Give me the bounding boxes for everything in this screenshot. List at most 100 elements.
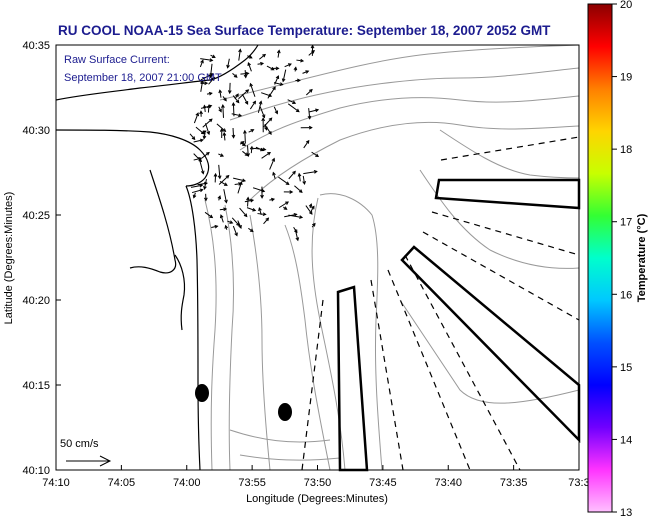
current-vector bbox=[223, 132, 226, 141]
current-vector-head bbox=[243, 129, 247, 134]
current-vector-head bbox=[295, 108, 300, 113]
current-vector-head bbox=[200, 170, 205, 175]
current-vector bbox=[249, 101, 256, 110]
current-vector-head bbox=[289, 190, 294, 194]
current-vector-head bbox=[200, 59, 204, 64]
current-vector bbox=[266, 65, 274, 71]
current-vector-head bbox=[305, 70, 310, 74]
current-vector-head bbox=[242, 142, 247, 146]
current-vector bbox=[252, 147, 266, 151]
current-vector bbox=[220, 215, 224, 223]
current-vector-head bbox=[211, 54, 216, 58]
y-tick-label: 40:30 bbox=[22, 125, 50, 137]
current-vector bbox=[305, 89, 313, 96]
current-vector bbox=[211, 225, 218, 228]
current-vector bbox=[200, 73, 213, 81]
current-vector bbox=[267, 86, 276, 99]
colorbar-tick-label: 18 bbox=[620, 144, 632, 156]
current-vector-head bbox=[227, 90, 232, 95]
current-vector bbox=[257, 213, 266, 215]
current-vector-head bbox=[248, 55, 253, 59]
current-vector-head bbox=[285, 201, 290, 205]
current-vector bbox=[263, 217, 269, 225]
current-vector-head bbox=[238, 224, 242, 229]
y-tick-label: 40:20 bbox=[22, 295, 50, 307]
current-vector bbox=[305, 205, 313, 215]
current-vector-head bbox=[240, 141, 245, 145]
x-tick-label: 73:40 bbox=[434, 477, 462, 489]
current-vector-head bbox=[243, 213, 248, 218]
current-vector-head bbox=[275, 66, 280, 71]
current-vector bbox=[302, 175, 306, 185]
current-vector-head bbox=[252, 207, 257, 212]
current-vector bbox=[238, 89, 249, 100]
current-vector-head bbox=[199, 138, 204, 143]
current-vector-head bbox=[211, 76, 216, 81]
current-vector bbox=[244, 130, 246, 144]
current-vector-head bbox=[313, 169, 318, 174]
current-vector-head bbox=[234, 232, 238, 237]
current-vector-head bbox=[270, 66, 275, 71]
current-vector bbox=[287, 99, 296, 104]
current-vector-head bbox=[315, 153, 320, 158]
scale-arrow bbox=[66, 455, 112, 467]
current-vector-head bbox=[233, 74, 238, 78]
current-vector bbox=[232, 127, 235, 138]
current-vector-head bbox=[300, 58, 305, 63]
current-vector-head bbox=[274, 110, 279, 115]
x-tick-label: 73:50 bbox=[304, 477, 332, 489]
current-vector bbox=[231, 217, 240, 226]
colorbar bbox=[587, 3, 613, 513]
current-vector bbox=[190, 184, 203, 188]
current-vector-head bbox=[241, 178, 247, 183]
current-vector bbox=[244, 199, 254, 203]
current-vector bbox=[241, 94, 249, 105]
current-vector-head bbox=[311, 205, 315, 210]
y-tick-label: 40:25 bbox=[22, 210, 50, 222]
current-vector bbox=[238, 49, 241, 61]
current-vector-head bbox=[262, 53, 267, 58]
current-vector-head bbox=[238, 48, 242, 53]
current-vector bbox=[247, 145, 249, 157]
current-vector-head bbox=[262, 212, 267, 217]
subtitle-line-2: September 18, 2007 21:00 GMT bbox=[64, 72, 222, 84]
colorbar-tick-label: 20 bbox=[620, 0, 632, 11]
scale-label: 50 cm/s bbox=[60, 438, 99, 450]
current-vector bbox=[232, 225, 238, 236]
current-vector bbox=[201, 152, 210, 159]
current-vector-head bbox=[308, 88, 313, 93]
current-vector-head bbox=[191, 136, 196, 141]
current-vector bbox=[191, 189, 203, 194]
current-vector-head bbox=[268, 117, 273, 122]
current-vector-head bbox=[260, 194, 264, 199]
current-vector-head bbox=[308, 203, 313, 208]
current-vector bbox=[222, 105, 224, 118]
current-vector bbox=[208, 77, 215, 85]
current-vector-head bbox=[249, 228, 254, 233]
current-vector-head bbox=[209, 73, 214, 77]
current-vector bbox=[203, 178, 207, 190]
current-vector-head bbox=[312, 222, 316, 227]
current-vector bbox=[218, 175, 230, 185]
current-vector bbox=[278, 201, 289, 209]
current-vector-head bbox=[219, 127, 224, 132]
station-marker-2 bbox=[278, 403, 292, 421]
current-vector bbox=[219, 180, 228, 186]
current-vector bbox=[282, 69, 287, 82]
figure-title: RU COOL NOAA-15 Sea Surface Temperature:… bbox=[58, 23, 551, 38]
current-vector bbox=[204, 211, 213, 218]
current-vector bbox=[239, 207, 248, 217]
current-vector bbox=[287, 103, 300, 113]
current-vector-head bbox=[268, 131, 272, 136]
current-vector bbox=[237, 220, 242, 229]
current-vector-head bbox=[261, 114, 266, 119]
current-vector-head bbox=[206, 104, 211, 109]
current-vector-head bbox=[275, 75, 280, 80]
current-vector-head bbox=[235, 99, 240, 104]
current-vector bbox=[240, 72, 249, 75]
current-vector bbox=[237, 181, 242, 194]
current-vector bbox=[200, 58, 213, 61]
current-vector bbox=[250, 146, 253, 154]
current-vector-head bbox=[222, 131, 227, 136]
current-vector bbox=[308, 108, 311, 119]
